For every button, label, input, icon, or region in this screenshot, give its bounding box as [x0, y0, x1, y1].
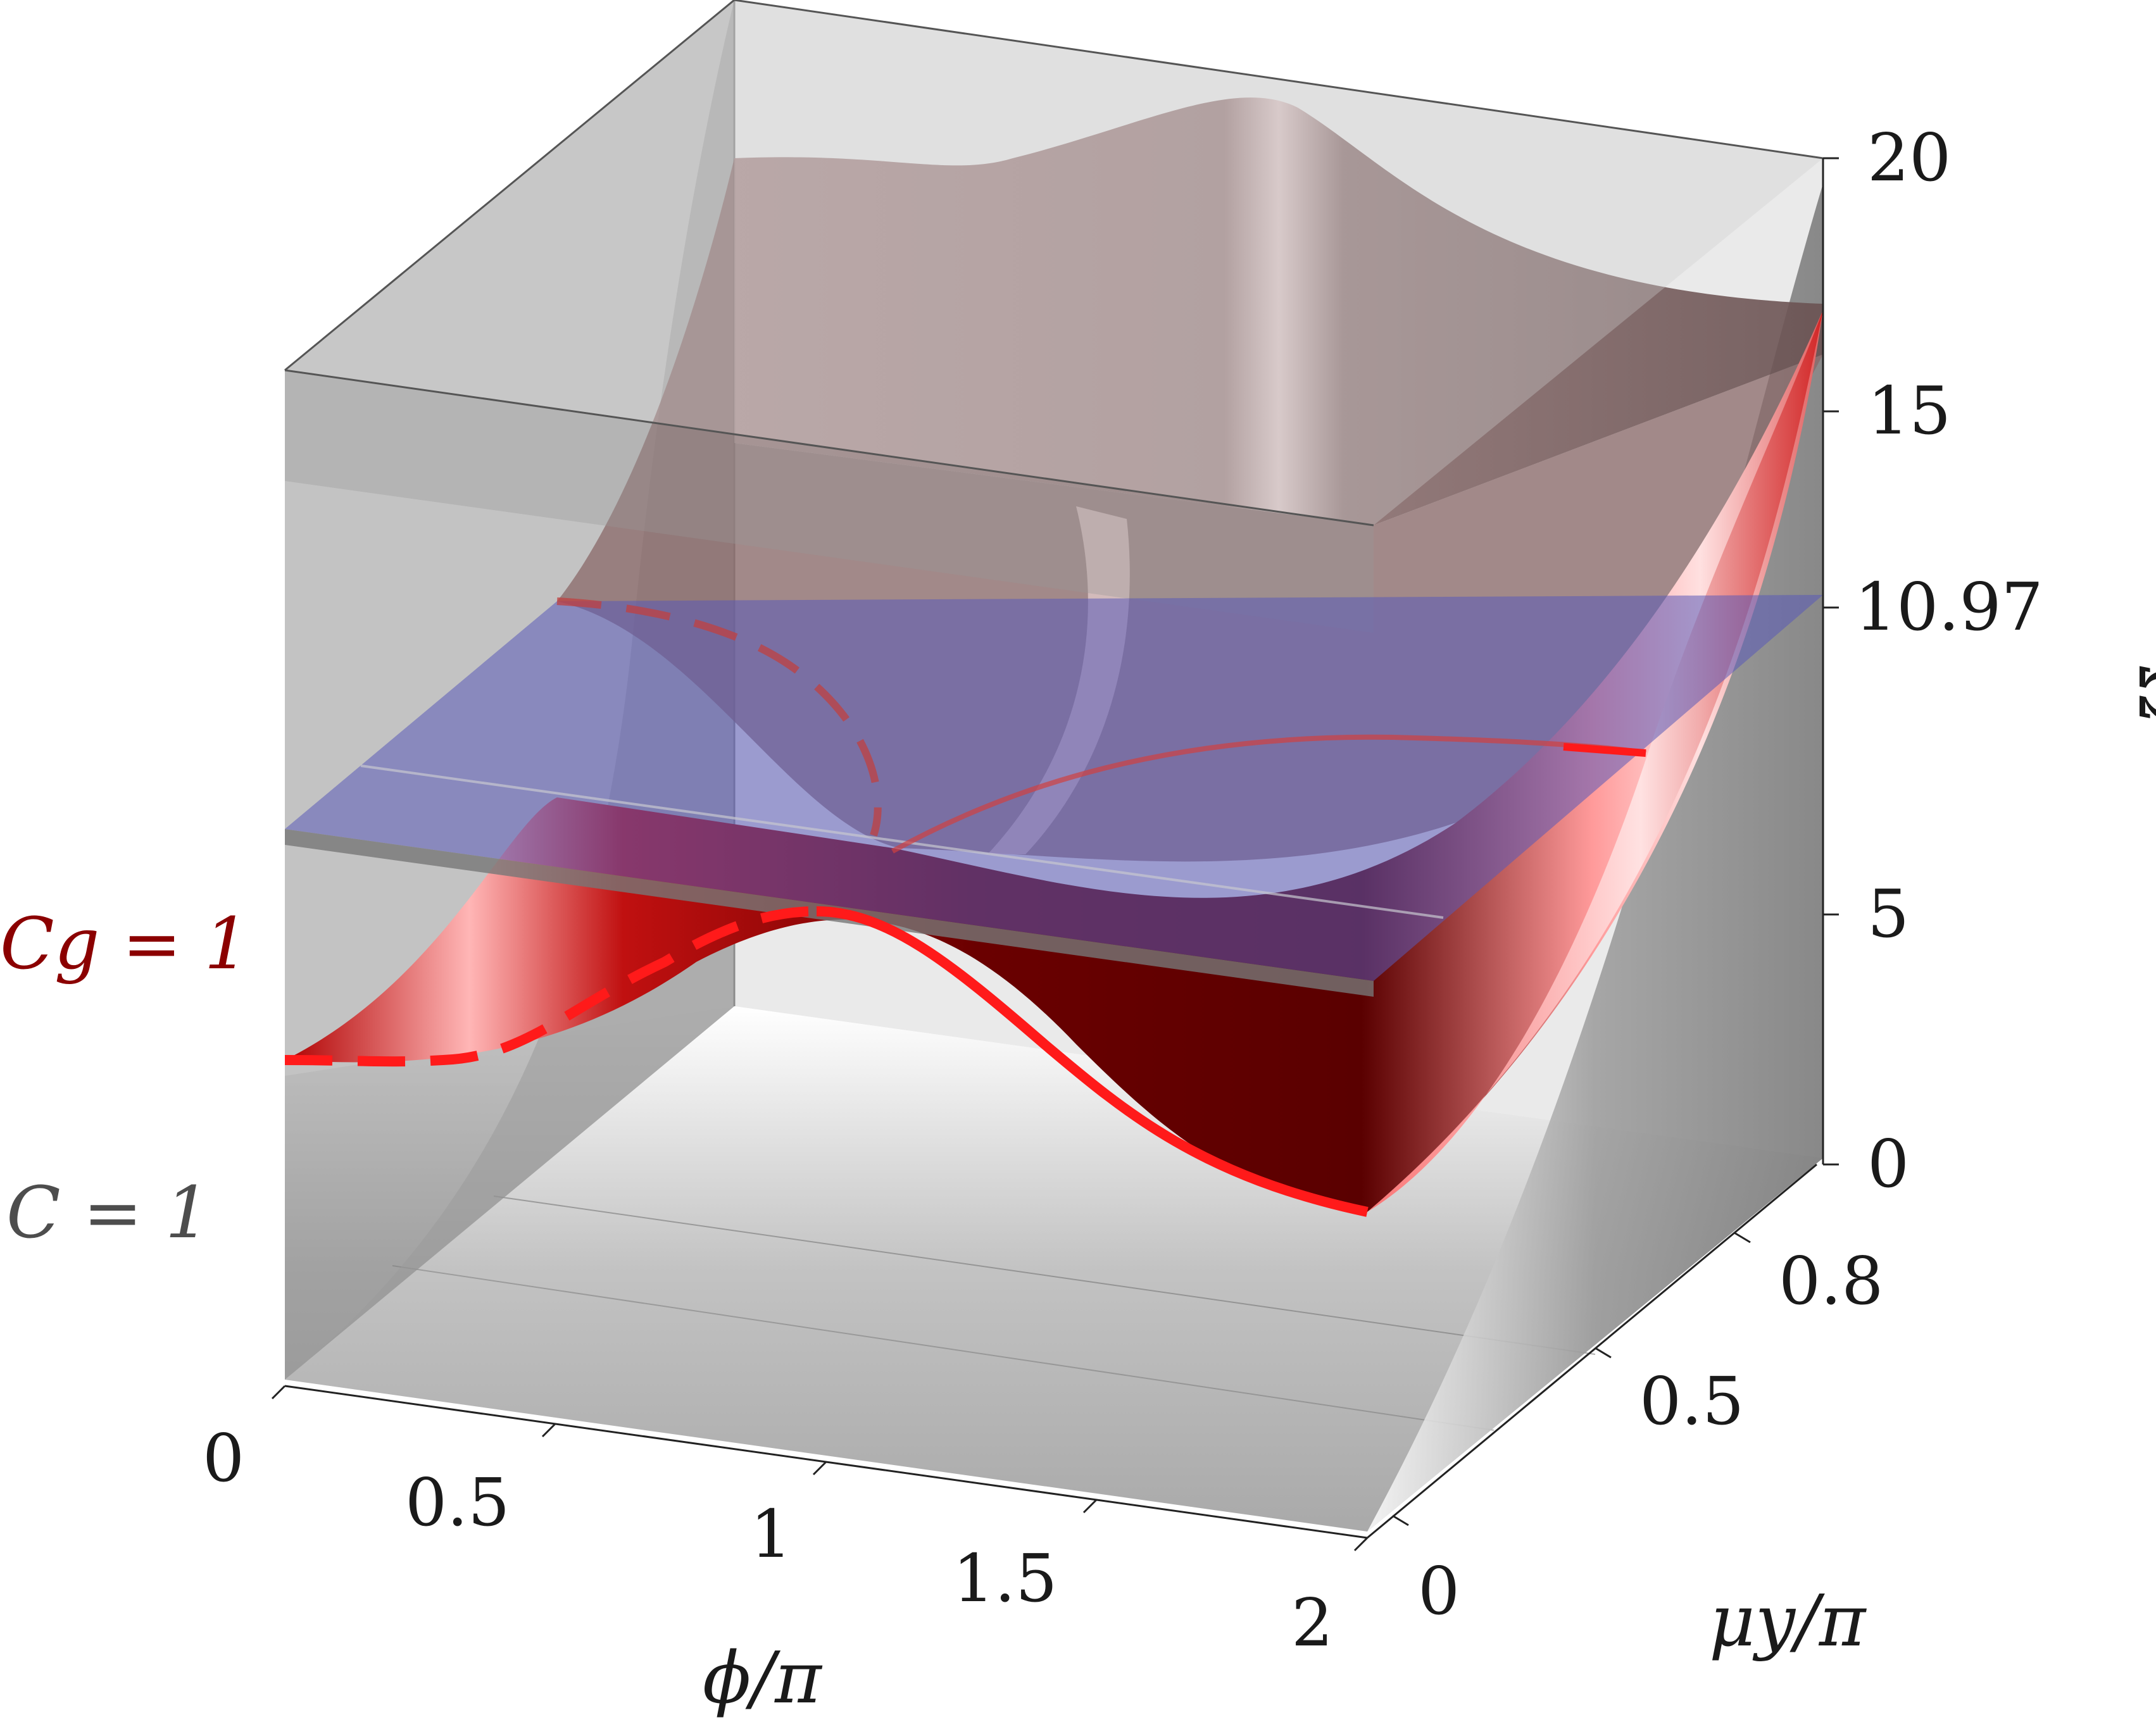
z-tick-label: 20: [1867, 119, 1951, 196]
grey-surface-left: [285, 0, 734, 1380]
x-tick: [271, 1385, 286, 1400]
y-tick: [1734, 1232, 1751, 1244]
x-axis: 0 0.5 1 1.5 2 ϕ/π: [203, 1385, 1369, 1719]
box-top-edge: [284, 0, 735, 371]
z-tick-label: 10.97: [1855, 568, 2043, 646]
x-axis-label: ϕ/π: [703, 1637, 823, 1719]
blue-plane: [285, 595, 1823, 981]
z-axis-label: Ω: [2122, 666, 2156, 726]
box-top-edge: [284, 369, 1374, 527]
y-tick-label: 0: [1418, 1552, 1460, 1630]
z-tick-label: 5: [1867, 875, 1909, 952]
y-axis-line: [1367, 1163, 1817, 1539]
x-tick-label: 0.5: [405, 1464, 510, 1541]
x-tick: [1353, 1537, 1369, 1552]
y-tick-label: 0.5: [1639, 1363, 1744, 1440]
x-tick-label: 1.5: [953, 1540, 1057, 1617]
floor-grid-line: [392, 1265, 1495, 1431]
z-tick-label: 0: [1867, 1125, 1909, 1202]
z-axis: 0 5 10.97 15 20 Ω: [1822, 119, 2156, 1202]
front-edge-dashed: [284, 906, 817, 1067]
x-tick-label: 1: [750, 1495, 792, 1573]
box-top-edge: [734, 0, 1824, 159]
critical-curve-dashed: [556, 597, 882, 837]
box-front-upper: [285, 370, 1374, 633]
critical-curve-end: [1563, 743, 1646, 757]
upper-surface-ridge: [987, 506, 1130, 854]
box-top-slab: [285, 0, 1823, 525]
y-tick: [1595, 1347, 1612, 1359]
red-surface: [285, 310, 1823, 1212]
x-tick-label: 2: [1291, 1584, 1333, 1661]
y-axis: 0 0.5 0.8 μy/π: [1367, 1163, 1883, 1663]
z-tick-label: 15: [1867, 372, 1951, 449]
annotation-cg: Cg = 1: [0, 903, 249, 985]
annotation-c: C = 1: [6, 1172, 210, 1254]
blue-plane-edge: [360, 764, 1444, 919]
y-tick-label: 0.8: [1779, 1242, 1883, 1320]
front-edge-solid: [816, 906, 1369, 1217]
x-tick: [1082, 1499, 1098, 1514]
x-tick-label: 0: [203, 1419, 244, 1497]
x-tick: [812, 1461, 827, 1476]
floor-grid-line: [493, 1195, 1596, 1355]
upper-surface: [734, 97, 1823, 525]
x-tick: [541, 1423, 556, 1438]
y-tick: [1392, 1514, 1409, 1526]
y-axis-label: μy/π: [1709, 1580, 1867, 1663]
grey-surface-right: [1367, 184, 1823, 1532]
